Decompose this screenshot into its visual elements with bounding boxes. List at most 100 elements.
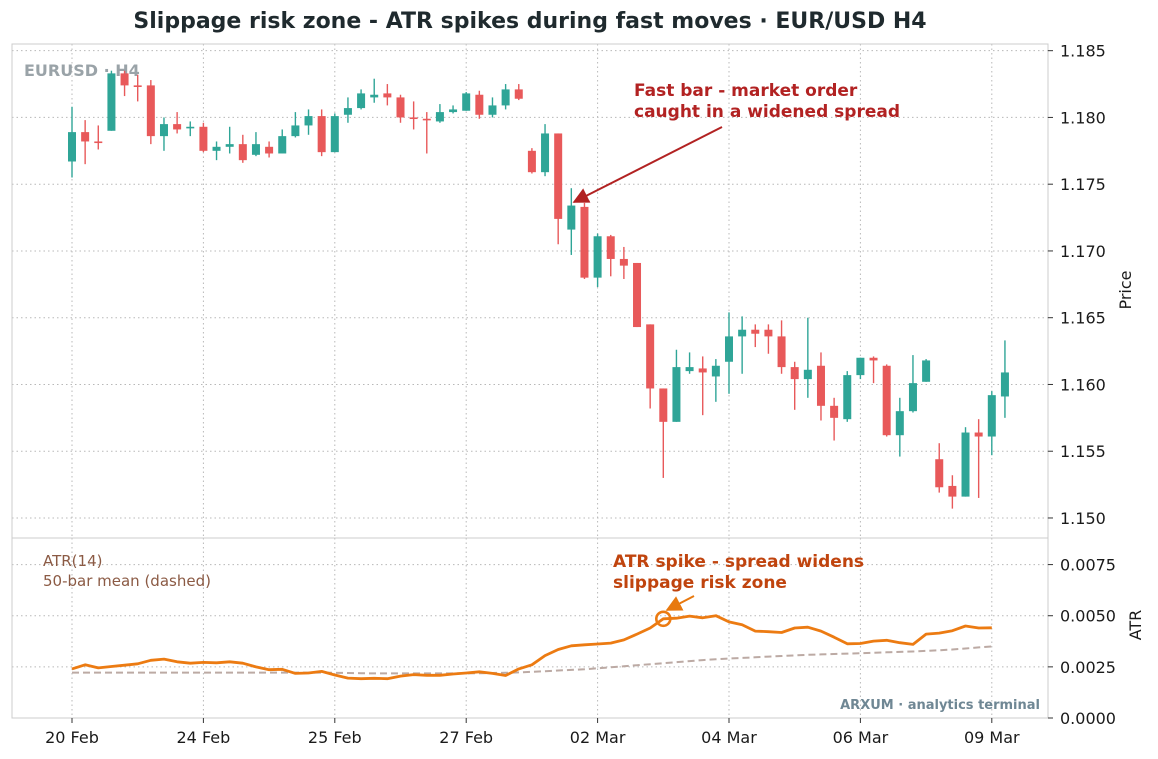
candle-body: [593, 236, 602, 278]
candle: [606, 234, 615, 277]
atr-spike-annotation-line1: ATR spike - spread widens: [613, 552, 864, 572]
candle: [869, 356, 878, 384]
atr-spike-annotation-line2: slippage risk zone: [613, 573, 787, 593]
candle: [777, 320, 786, 374]
candle-body: [501, 89, 510, 106]
candle: [948, 475, 957, 509]
atr-axis-label: ATR: [1126, 610, 1145, 641]
atr-legend-mean: 50-bar mean (dashed): [43, 572, 211, 590]
candle-body: [107, 73, 116, 131]
candle: [856, 357, 865, 380]
atr-y-tick-label: 0.0050: [1060, 607, 1116, 626]
price-y-tick-label: 1.175: [1060, 175, 1106, 194]
candle: [541, 124, 550, 177]
candle: [133, 74, 142, 102]
candle: [961, 427, 970, 497]
atr-y-tick-label: 0.0000: [1060, 709, 1116, 728]
candle-body: [567, 205, 576, 230]
candle: [357, 89, 366, 110]
candle-body: [291, 125, 300, 137]
candle: [908, 355, 917, 413]
candle-body: [711, 365, 720, 377]
candle-body: [212, 146, 221, 151]
candle: [685, 352, 694, 374]
candle: [449, 105, 458, 114]
candle-body: [251, 144, 260, 155]
candle-body: [146, 85, 155, 137]
candle: [343, 97, 352, 123]
candle-body: [475, 94, 484, 115]
candle-body: [317, 116, 326, 153]
candle: [882, 364, 891, 437]
candle-body: [882, 365, 891, 436]
candle-body: [173, 124, 182, 130]
candle: [304, 109, 313, 135]
candle-body: [409, 117, 418, 120]
candle-body: [974, 432, 983, 437]
candle: [251, 132, 260, 157]
candle-body: [383, 93, 392, 98]
candle-body: [120, 73, 129, 86]
candle: [120, 70, 129, 97]
price-y-tick-label: 1.165: [1060, 309, 1106, 328]
fast-bar-arrow: [572, 126, 723, 203]
candle: [514, 84, 523, 101]
candle: [698, 356, 707, 416]
candle-body: [619, 258, 628, 266]
candle: [738, 316, 747, 374]
candle: [68, 106, 76, 178]
candle: [764, 324, 773, 354]
x-tick-label: 02 Mar: [570, 728, 626, 747]
candle: [435, 104, 444, 123]
candle-body: [133, 85, 142, 87]
candle: [199, 122, 208, 153]
candle-body: [278, 136, 287, 154]
x-tick-label: 04 Mar: [701, 728, 757, 747]
x-tick-label: 27 Feb: [439, 728, 493, 747]
candle: [580, 202, 589, 279]
candle-body: [94, 141, 103, 144]
candle: [317, 109, 326, 157]
atr-y-tick-label: 0.0025: [1060, 658, 1116, 677]
candle: [751, 324, 760, 348]
candle: [843, 371, 852, 422]
candle: [830, 397, 839, 441]
x-tick-label: 24 Feb: [177, 728, 231, 747]
candle: [409, 101, 418, 130]
candle-body: [159, 124, 168, 137]
candle-body: [908, 383, 917, 412]
candle: [265, 141, 274, 158]
candle-body: [370, 94, 379, 98]
candle-body: [751, 329, 760, 334]
candle: [922, 359, 931, 382]
x-tick-label: 20 Feb: [45, 728, 99, 747]
candle-body: [81, 132, 90, 142]
price-y-tick-label: 1.170: [1060, 242, 1106, 261]
candle: [475, 90, 484, 119]
candle-body: [462, 93, 471, 111]
candle: [159, 117, 168, 151]
candle: [711, 359, 720, 402]
candle: [462, 92, 471, 111]
candle-body: [803, 369, 812, 380]
candle-body: [935, 459, 944, 488]
candle-body: [672, 367, 681, 422]
candle-body: [343, 108, 352, 115]
candle-body: [869, 357, 878, 361]
candle-body: [961, 432, 970, 497]
price-axis-label: Price: [1116, 270, 1135, 309]
candle-body: [199, 126, 208, 151]
candle-body: [856, 357, 865, 376]
candle: [422, 112, 431, 154]
candle: [790, 361, 799, 410]
candle-body: [422, 118, 431, 121]
candle-body: [948, 485, 957, 497]
candle-body: [895, 411, 904, 436]
candle-body: [659, 388, 668, 422]
candle: [672, 349, 681, 422]
price-y-tick-label: 1.185: [1060, 42, 1106, 61]
candle: [173, 112, 182, 134]
candle: [383, 84, 392, 106]
atr-legend-series: ATR(14): [43, 552, 102, 570]
